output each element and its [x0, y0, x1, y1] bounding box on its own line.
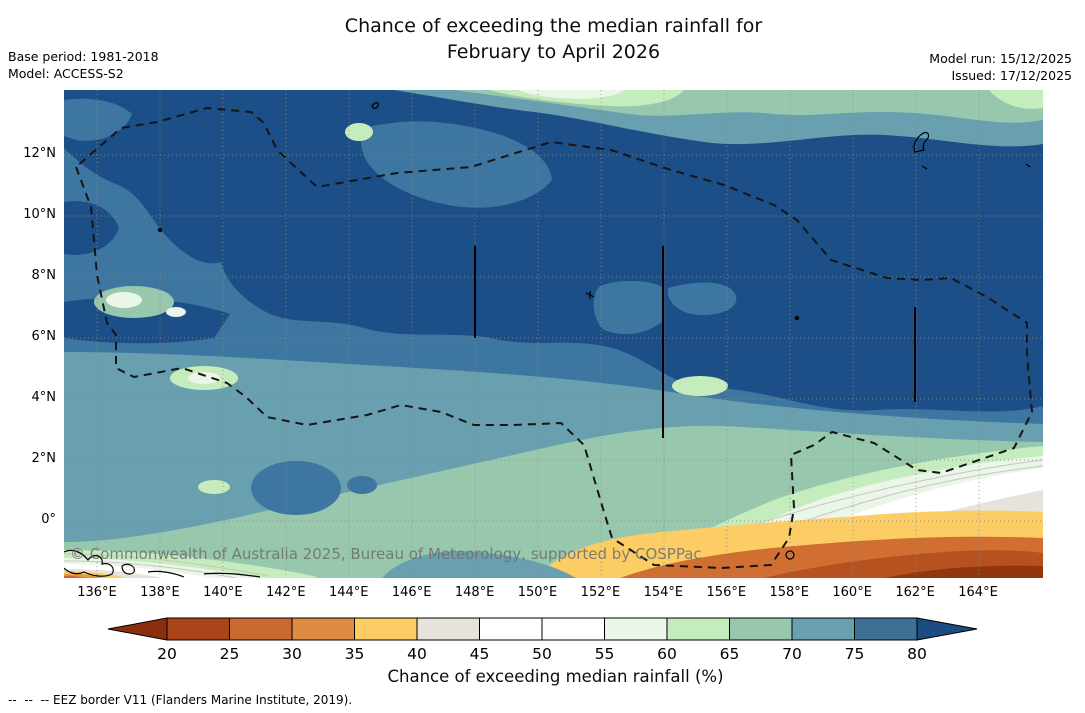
- colorbar-tick: 70: [782, 645, 802, 663]
- chart-title-line2: February to April 2026: [446, 41, 661, 64]
- colorbar-tick: 50: [532, 645, 552, 663]
- x-axis-tick: 138°E: [140, 585, 180, 600]
- colorbar-segment: [729, 617, 793, 641]
- colorbar: 20 25 30 35 40 45 50 55 60 65 70 75 80: [107, 617, 978, 663]
- y-axis-tick: 12°N: [23, 146, 56, 161]
- colorbar-tick: 60: [657, 645, 677, 663]
- colorbar-tick: 35: [345, 645, 365, 663]
- y-axis-tick: 6°N: [31, 329, 57, 344]
- x-axis-tick: 164°E: [958, 585, 998, 600]
- colorbar-segment: [791, 617, 855, 641]
- colorbar-tick: 30: [282, 645, 302, 663]
- colorbar-tick: 80: [907, 645, 927, 663]
- x-axis-tick: 146°E: [391, 585, 432, 600]
- colorbar-segment: [666, 617, 730, 641]
- colorbar-segment: [604, 617, 668, 641]
- colorbar-below-arrow: [107, 617, 168, 641]
- colorbar-segment: [291, 617, 355, 641]
- x-axis-tick: 160°E: [832, 585, 872, 600]
- colorbar-tick: 20: [157, 645, 177, 663]
- eez-meridian-lines: [474, 246, 916, 438]
- y-axis-tick: 0°: [41, 512, 56, 527]
- colorbar-segment: [354, 617, 418, 641]
- colorbar-segment: [541, 617, 605, 641]
- x-axis-tick: 152°E: [580, 585, 621, 600]
- contour-holes: [64, 98, 737, 335]
- colorbar-above-arrow: [916, 617, 978, 641]
- colorbar-tick: 75: [845, 645, 865, 663]
- contour-patches: [94, 286, 728, 578]
- eez-footnote: -- -- -- EEZ border V11 (Flanders Marine…: [8, 693, 353, 707]
- contour-map-svg: [64, 90, 1043, 578]
- colorbar-tick: 45: [470, 645, 490, 663]
- chart-title-line1: Chance of exceeding the median rainfall …: [344, 15, 763, 37]
- issued-label: Issued: 17/12/2025: [951, 67, 1073, 83]
- island-coastlines: [64, 102, 1031, 578]
- model-label: Model: ACCESS-S2: [8, 65, 124, 81]
- colorbar-label: Chance of exceeding median rainfall (%): [387, 667, 724, 686]
- x-axis-tick: 140°E: [203, 585, 243, 600]
- y-axis-tick: 4°N: [31, 390, 57, 405]
- colorbar-segment: [854, 617, 918, 641]
- x-axis-tick: 156°E: [706, 585, 747, 600]
- x-axis-tick: 158°E: [769, 585, 809, 600]
- x-axis-tick: 136°E: [77, 585, 117, 600]
- model-run-label: Model run: 15/12/2025: [929, 51, 1072, 66]
- y-axis-tick: 8°N: [31, 268, 57, 283]
- chart-title: Chance of exceeding the median rainfall …: [0, 13, 1085, 65]
- x-axis-tick: 150°E: [517, 585, 558, 600]
- x-axis-tick: 142°E: [266, 585, 306, 600]
- map-area: © Commonwealth of Australia 2025, Bureau…: [64, 90, 1043, 578]
- colorbar-segment: [479, 617, 543, 641]
- base-period-label: Base period: 1981-2018: [8, 49, 159, 64]
- x-axis-tick: 162°E: [895, 585, 935, 600]
- colorbar-tick: 65: [720, 645, 740, 663]
- y-axis-tick: 10°N: [23, 207, 56, 222]
- colorbar-segment: [166, 617, 230, 641]
- x-axis-tick: 148°E: [454, 585, 495, 600]
- colorbar-tick: 55: [595, 645, 615, 663]
- colorbar-segment: [416, 617, 480, 641]
- eez-border-dashed-line: [75, 107, 1033, 569]
- x-axis-tick: 154°E: [643, 585, 684, 600]
- colorbar-segment: [229, 617, 293, 641]
- meta-right: Model run: 15/12/2025 Issued: 17/12/2025: [929, 51, 1072, 84]
- colorbar-tick: 40: [407, 645, 427, 663]
- x-axis-tick: 144°E: [328, 585, 369, 600]
- y-axis-tick: 2°N: [31, 451, 57, 466]
- colorbar-tick: 25: [220, 645, 240, 663]
- meta-left: Base period: 1981-2018 Model: ACCESS-S2: [8, 49, 159, 82]
- copyright-watermark: © Commonwealth of Australia 2025, Bureau…: [70, 545, 702, 563]
